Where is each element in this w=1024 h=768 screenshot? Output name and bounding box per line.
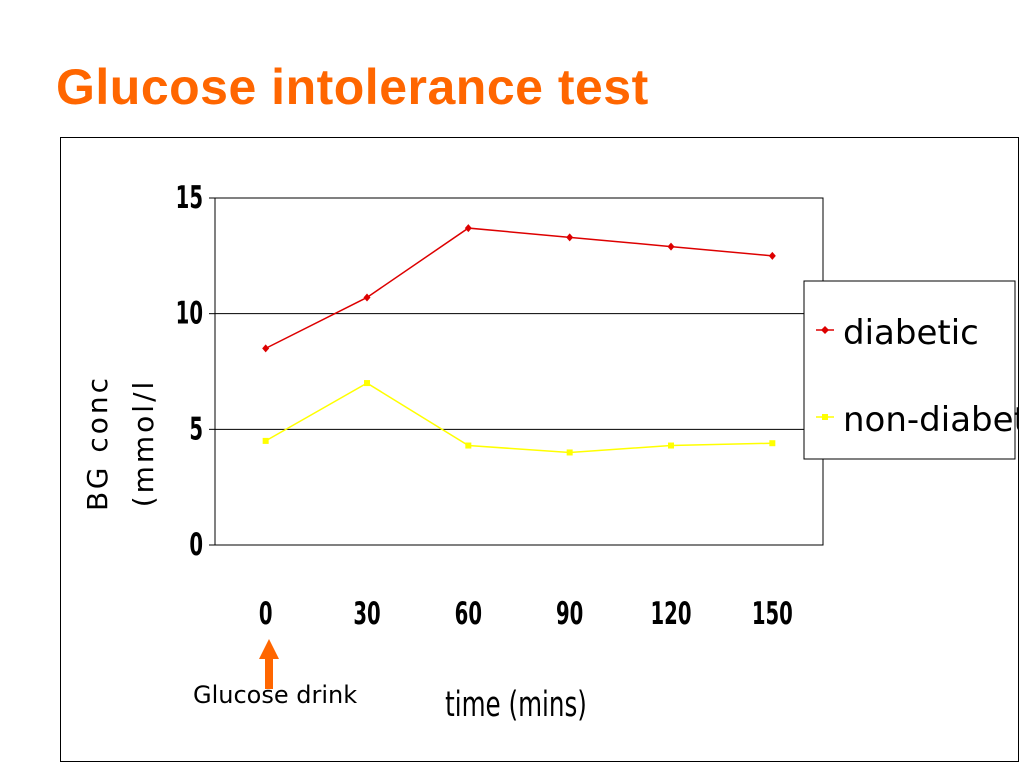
x-tick-label: 0: [259, 596, 273, 632]
x-tick-label: 120: [650, 596, 691, 632]
y-tick-label: 10: [176, 296, 203, 332]
legend-label-diabetic: diabetic: [843, 313, 979, 353]
data-point-non-diabetic: [465, 442, 472, 449]
slide-title: Glucose intolerance test: [56, 59, 649, 115]
chart-frame: 0 5 10 15 0 30 60 90 120 150 BG conc (mmol/l dia…: [60, 137, 1019, 762]
y-tick-label: 0: [189, 527, 203, 563]
y-axis-label-line-1: BG conc: [81, 375, 114, 511]
legend: diabetic non-diabetic: [803, 280, 1018, 460]
data-point-diabetic: [768, 251, 776, 260]
data-point-diabetic: [464, 224, 472, 233]
plot-area: [214, 197, 824, 546]
data-point-non-diabetic: [566, 449, 573, 456]
glucose-drink-label: Glucose drink: [193, 681, 357, 709]
series-line-diabetic: [265, 227, 773, 350]
data-point-non-diabetic: [262, 437, 269, 444]
y-tick-label: 5: [189, 411, 203, 447]
x-tick-label: 60: [455, 596, 482, 632]
data-point-non-diabetic: [769, 440, 776, 447]
y-axis-label: BG conc (mmol/l: [81, 375, 160, 511]
x-tick-label: 30: [353, 596, 380, 632]
data-point-diabetic: [262, 344, 270, 353]
x-tick-label: 150: [752, 596, 793, 632]
legend-box: [803, 280, 1016, 460]
y-tick-label: 15: [176, 180, 203, 216]
orange-arrow-up-icon: [259, 639, 279, 689]
data-point-diabetic: [363, 293, 371, 302]
glucose-drink-annotation: Glucose drink: [193, 639, 357, 709]
data-point-diabetic: [566, 233, 574, 242]
x-axis-label: time (mins): [445, 685, 587, 725]
y-axis-label-line-2: (mmol/l: [127, 379, 160, 508]
data-point-non-diabetic: [364, 380, 370, 387]
legend-marker-non-diabetic: [822, 414, 828, 420]
legend-label-non-diabetic: non-diabetic: [843, 400, 1018, 440]
data-point-diabetic: [667, 242, 675, 251]
legend-marker-diabetic: [821, 326, 829, 334]
series-line-non-diabetic: [265, 382, 773, 454]
data-point-non-diabetic: [668, 442, 674, 449]
x-tick-label: 90: [556, 596, 583, 632]
glucose-chart: 0 5 10 15 0 30 60 90 120 150 BG conc (mmol/l dia…: [81, 180, 1018, 725]
